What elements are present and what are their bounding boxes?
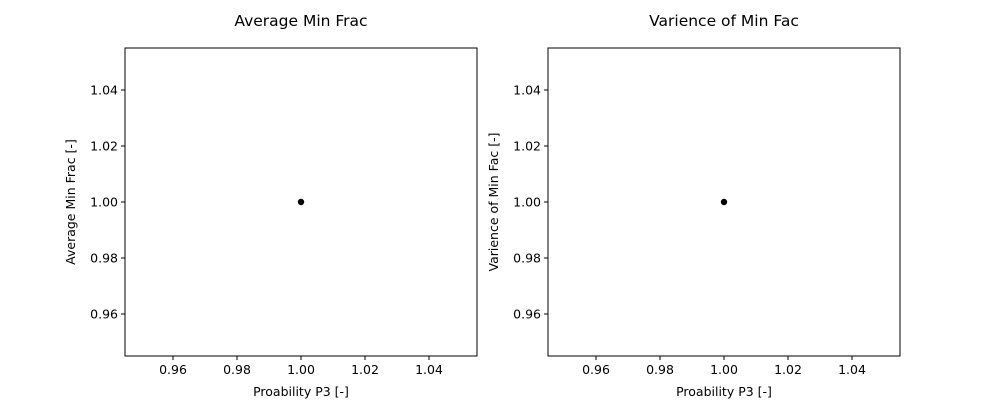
y-axis-label: Varience of Min Fac [-] — [486, 133, 501, 272]
x-tick-label: 1.04 — [838, 362, 866, 377]
chart-panel-1: Average Min Frac 0.96 0.98 1.00 1.02 1.04 0.96… — [63, 12, 478, 399]
data-point — [297, 198, 305, 206]
x-axis-label: Proability P3 [-] — [253, 384, 349, 399]
x-tick-label: 1.02 — [351, 362, 379, 377]
chart-title: Average Min Frac — [234, 12, 367, 30]
y-tick-label: 1.02 — [513, 139, 541, 154]
chart-panel-2: Varience of Min Fac 0.96 0.98 1.00 1.02 1.04 0… — [486, 12, 901, 399]
chart-title: Varience of Min Fac — [649, 12, 799, 30]
x-axis-label: Proability P3 [-] — [676, 384, 772, 399]
x-tick-label: 0.98 — [646, 362, 674, 377]
x-tick-label: 1.00 — [287, 362, 315, 377]
x-tick-label: 1.00 — [710, 362, 738, 377]
y-tick-label: 0.98 — [90, 251, 118, 266]
data-point — [720, 198, 728, 206]
x-tick-label: 1.02 — [774, 362, 802, 377]
y-tick-label: 0.96 — [90, 307, 118, 322]
y-tick-label: 1.00 — [90, 195, 118, 210]
y-tick-label: 1.00 — [513, 195, 541, 210]
y-tick-label: 1.02 — [90, 139, 118, 154]
x-tick-label: 0.96 — [582, 362, 610, 377]
y-tick-label: 0.98 — [513, 251, 541, 266]
y-tick-label: 0.96 — [513, 307, 541, 322]
y-tick-label: 1.04 — [90, 83, 118, 98]
x-tick-label: 0.96 — [159, 362, 187, 377]
y-tick-label: 1.04 — [513, 83, 541, 98]
y-axis-label: Average Min Frac [-] — [63, 139, 78, 265]
x-tick-label: 0.98 — [223, 362, 251, 377]
x-tick-label: 1.04 — [415, 362, 443, 377]
